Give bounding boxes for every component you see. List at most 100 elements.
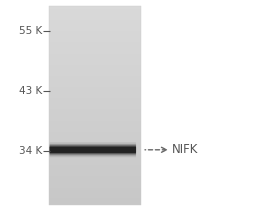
Bar — [49, 31, 141, 32]
Bar — [49, 112, 141, 113]
Bar — [49, 35, 141, 36]
Bar — [49, 34, 141, 35]
Bar — [49, 156, 141, 157]
Bar — [49, 58, 141, 59]
Bar — [49, 103, 141, 104]
Bar — [49, 99, 141, 100]
Bar — [49, 182, 141, 183]
Bar — [49, 81, 141, 82]
Bar — [49, 110, 141, 111]
Bar — [49, 129, 141, 130]
Bar — [49, 137, 141, 138]
Bar — [49, 7, 141, 8]
Bar — [49, 202, 141, 203]
Bar — [49, 187, 141, 188]
Bar — [49, 123, 141, 124]
Bar — [49, 105, 141, 106]
Bar — [49, 63, 141, 64]
Bar — [49, 130, 141, 131]
Bar — [49, 75, 141, 76]
Bar — [49, 166, 141, 167]
Bar — [49, 9, 141, 10]
Bar — [49, 107, 141, 108]
Bar — [49, 113, 141, 114]
Bar — [49, 146, 141, 147]
Bar — [49, 120, 141, 121]
Bar — [49, 51, 141, 52]
Bar — [49, 59, 141, 60]
Bar — [49, 83, 141, 84]
Bar — [49, 157, 141, 158]
Bar — [49, 173, 141, 174]
Bar — [49, 95, 141, 96]
Bar — [49, 91, 141, 92]
Bar — [49, 181, 141, 182]
Bar — [49, 24, 141, 25]
Bar — [49, 21, 141, 22]
Bar — [49, 131, 141, 132]
Bar — [49, 36, 141, 37]
Bar — [49, 178, 141, 179]
Bar — [49, 164, 141, 165]
Bar — [49, 10, 141, 11]
Bar — [49, 98, 141, 99]
Bar — [49, 56, 141, 57]
Bar — [49, 106, 141, 107]
Bar — [49, 174, 141, 175]
Bar — [49, 47, 141, 48]
FancyBboxPatch shape — [50, 142, 136, 157]
Bar — [49, 186, 141, 187]
Bar — [49, 20, 141, 21]
Bar — [49, 67, 141, 68]
Bar — [49, 43, 141, 44]
Bar — [49, 97, 141, 98]
Bar — [49, 89, 141, 90]
Bar — [49, 193, 141, 194]
Bar — [49, 191, 141, 192]
Bar — [49, 6, 141, 205]
Bar — [49, 149, 141, 150]
Bar — [49, 142, 141, 143]
Bar — [49, 133, 141, 134]
Bar — [49, 71, 141, 72]
Bar — [49, 204, 141, 205]
Bar — [49, 60, 141, 61]
Bar — [49, 17, 141, 18]
Bar — [49, 185, 141, 186]
Bar — [49, 177, 141, 178]
Bar — [49, 121, 141, 122]
Bar — [49, 29, 141, 30]
Bar — [49, 188, 141, 189]
Bar — [49, 84, 141, 85]
Bar — [49, 136, 141, 137]
Bar — [49, 22, 141, 23]
Bar — [49, 41, 141, 42]
Bar — [49, 153, 141, 154]
Bar — [49, 72, 141, 73]
Bar — [49, 46, 141, 47]
Bar — [49, 203, 141, 204]
Bar — [49, 104, 141, 105]
Bar — [49, 65, 141, 66]
Bar — [49, 49, 141, 50]
Bar — [49, 53, 141, 54]
Bar — [49, 145, 141, 146]
Bar — [49, 100, 141, 101]
Bar — [49, 82, 141, 83]
Bar — [49, 27, 141, 28]
Bar — [49, 66, 141, 67]
Bar — [49, 48, 141, 49]
Bar — [49, 42, 141, 43]
Bar — [49, 144, 141, 145]
Bar — [49, 50, 141, 51]
Bar — [49, 70, 141, 71]
Bar — [49, 14, 141, 15]
Bar — [49, 196, 141, 197]
Bar — [49, 80, 141, 81]
Bar — [49, 127, 141, 128]
Bar — [49, 111, 141, 112]
Bar — [49, 108, 141, 109]
Bar — [49, 139, 141, 140]
Bar — [49, 54, 141, 55]
Bar — [49, 12, 141, 13]
